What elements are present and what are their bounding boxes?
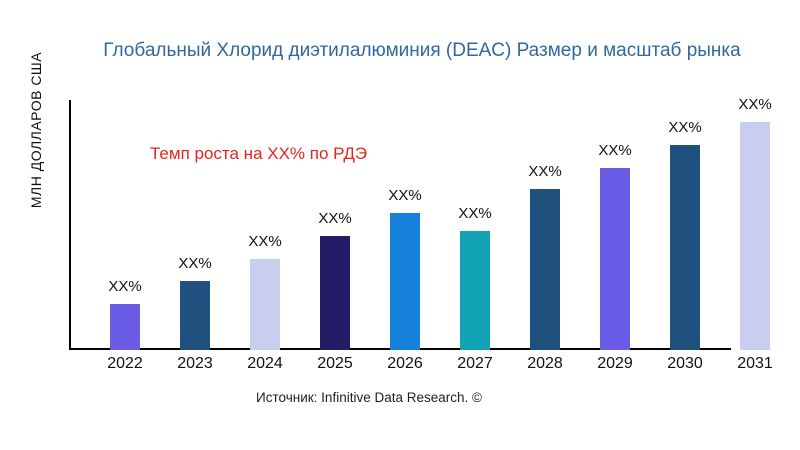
x-tick-label-2031: 2031 <box>737 355 773 372</box>
x-tick-label-2023: 2023 <box>177 355 213 372</box>
bar-2031 <box>740 122 770 350</box>
bar-value-label-2029: XX% <box>598 142 632 159</box>
bar-value-label-2024: XX% <box>248 233 282 250</box>
x-tick-label-2022: 2022 <box>107 355 143 372</box>
x-tick-label-2030: 2030 <box>667 355 703 372</box>
chart-title: Глобальный Хлорид диэтилалюминия (DEAC) … <box>103 40 741 61</box>
x-tick-label-2029: 2029 <box>597 355 633 372</box>
bar-value-label-2026: XX% <box>388 187 422 204</box>
y-axis-line <box>69 100 71 350</box>
x-tick-label-2024: 2024 <box>247 355 283 372</box>
bar-2025 <box>320 236 350 350</box>
x-tick-label-2027: 2027 <box>457 355 493 372</box>
source-caption: Источник: Infinitive Data Research. © <box>256 390 482 405</box>
bar-2024 <box>250 259 280 350</box>
bar-value-label-2022: XX% <box>108 278 142 295</box>
bar-value-label-2030: XX% <box>668 119 702 136</box>
x-tick-label-2025: 2025 <box>317 355 353 372</box>
growth-rate-annotation: Темп роста на XX% по РДЭ <box>150 144 368 163</box>
bar-value-label-2031: XX% <box>738 96 772 113</box>
bar-value-label-2027: XX% <box>458 205 492 222</box>
bar-2026 <box>390 213 420 350</box>
x-tick-label-2026: 2026 <box>387 355 423 372</box>
bar-2030 <box>670 145 700 350</box>
bar-2028 <box>530 189 560 350</box>
bar-2029 <box>600 168 630 350</box>
bar-2022 <box>110 304 140 350</box>
bar-2023 <box>180 281 210 350</box>
x-tick-label-2028: 2028 <box>527 355 563 372</box>
bar-value-label-2025: XX% <box>318 210 352 227</box>
bar-value-label-2028: XX% <box>528 163 562 180</box>
bar-2027 <box>460 231 490 350</box>
bar-value-label-2023: XX% <box>178 255 212 272</box>
